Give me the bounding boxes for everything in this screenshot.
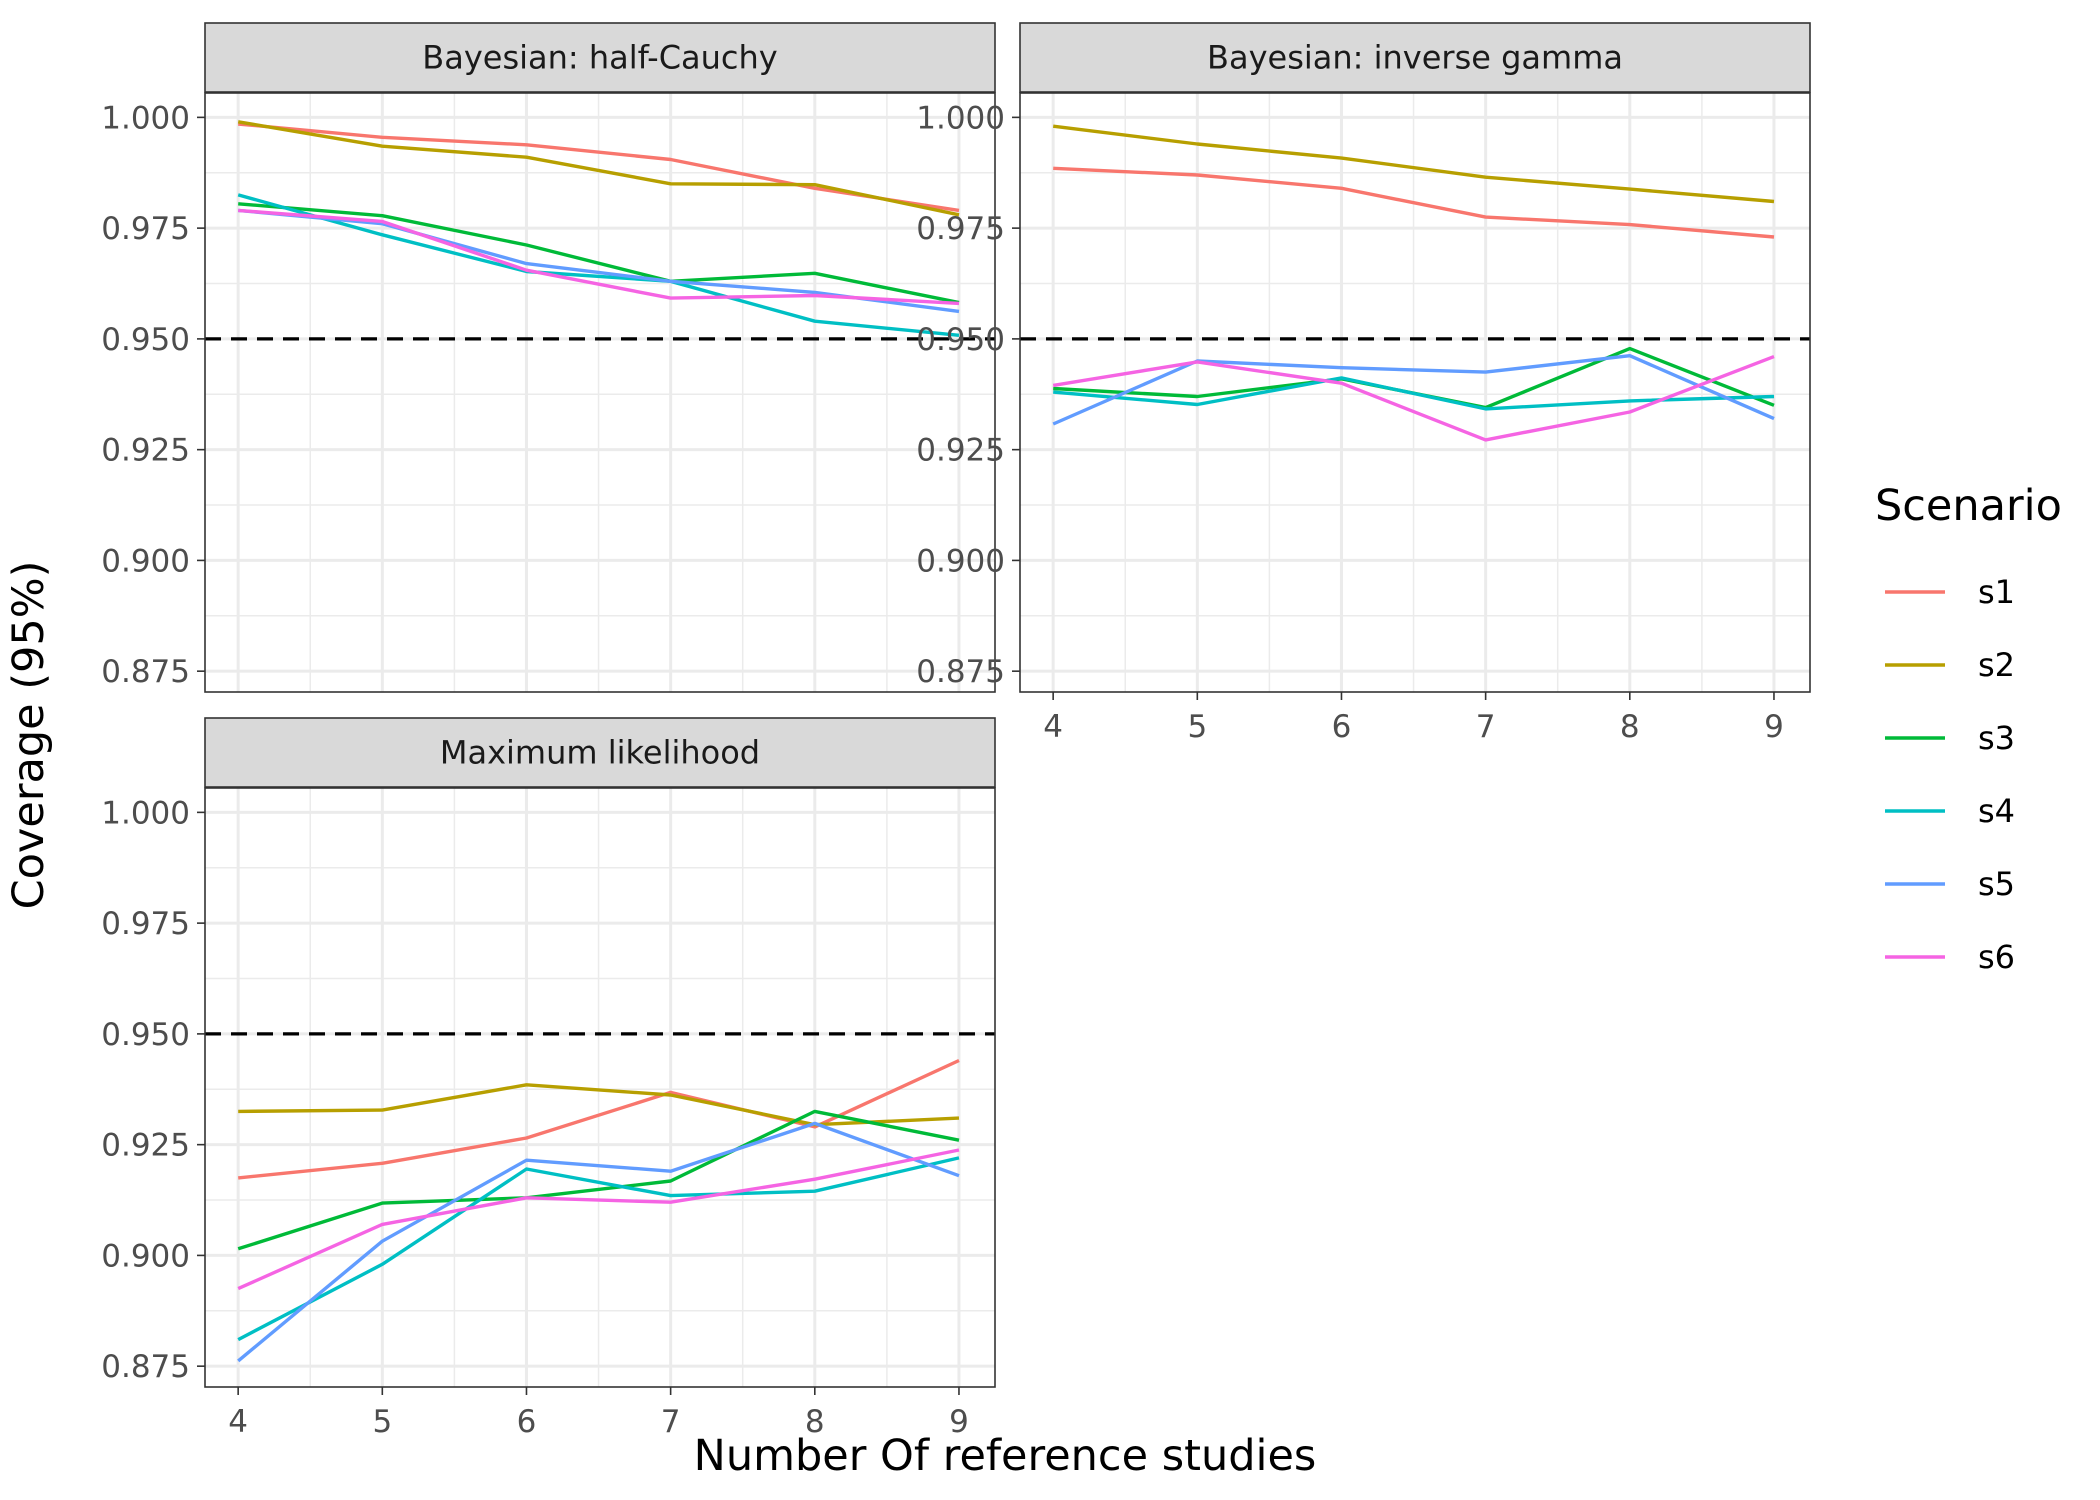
y-tick-label: 0.875	[101, 654, 190, 690]
y-tick-label: 0.975	[101, 211, 190, 247]
x-axis-title: Number Of reference studies	[694, 1431, 1317, 1481]
y-tick-label: 1.000	[101, 100, 190, 136]
x-tick-label: 4	[228, 1404, 248, 1440]
panel-1: Bayesian: half-Cauchy 0.875 0.900 0.925 0.95…	[101, 22, 996, 693]
series-line-s6	[238, 208, 960, 306]
series-line-s2	[237, 120, 960, 217]
y-axis: 0.875 0.900 0.925 0.950 0.975 1.000	[101, 795, 205, 1385]
legend-item-s4: s4	[1885, 792, 2015, 830]
series-line-s3	[237, 1109, 960, 1251]
panel-title: Bayesian: inverse gamma	[1207, 39, 1623, 77]
legend-label-s1: s1	[1978, 573, 2015, 611]
y-tick-label: 0.925	[916, 433, 1005, 469]
series-line-s2	[238, 1083, 960, 1127]
panel-strip	[1019, 22, 1811, 93]
series-group	[237, 120, 960, 337]
y-tick-label: 1.000	[101, 795, 190, 831]
panel-background	[205, 93, 995, 692]
x-tick-label: 7	[1476, 709, 1496, 745]
series-line-s2	[1052, 124, 1775, 204]
y-tick-label: 0.925	[101, 1128, 190, 1164]
panel-title: Bayesian: half-Cauchy	[422, 39, 777, 77]
panel-title: Maximum likelihood	[440, 734, 760, 772]
y-tick-label: 0.950	[101, 1017, 190, 1053]
x-tick-label: 5	[1187, 709, 1207, 745]
panel-strip	[204, 22, 996, 93]
legend: s1 s2 s3 s4 s5 s6	[1885, 573, 2015, 976]
series-line-s6	[1052, 355, 1775, 442]
legend-label-s4: s4	[1978, 792, 2015, 830]
y-tick-label: 0.975	[916, 211, 1005, 247]
legend-label-s3: s3	[1978, 719, 2015, 757]
panel-border	[204, 787, 996, 1388]
legend-item-s1: s1	[1885, 573, 2015, 611]
legend-label-s5: s5	[1978, 865, 2015, 903]
x-tick-label: 8	[1620, 709, 1640, 745]
y-tick-label: 0.875	[916, 654, 1005, 690]
series-group	[237, 1058, 960, 1363]
legend-title: Scenario	[1875, 481, 2062, 531]
y-tick-label: 0.900	[916, 543, 1005, 579]
legend-item-s6: s6	[1885, 938, 2015, 976]
y-tick-label: 1.000	[916, 100, 1005, 136]
legend-item-s2: s2	[1885, 646, 2015, 684]
series-line-s4	[237, 1156, 960, 1342]
y-axis-title: Coverage (95%)	[4, 561, 54, 910]
panel-background	[205, 788, 995, 1387]
x-tick-label: 6	[1332, 709, 1352, 745]
legend-label-s2: s2	[1978, 646, 2015, 684]
x-axis: 4 5 6 7 8 9	[1043, 692, 1784, 745]
y-tick-label: 0.925	[101, 433, 190, 469]
x-axis: 4 5 6 7 8 9	[228, 1387, 969, 1440]
series-line-s4	[237, 193, 960, 337]
panel-border	[204, 92, 996, 693]
y-tick-label: 0.875	[101, 1349, 190, 1385]
y-tick-label: 0.900	[101, 1238, 190, 1274]
series-line-s5	[1052, 354, 1775, 426]
x-tick-label: 7	[661, 1404, 681, 1440]
x-tick-label: 5	[372, 1404, 392, 1440]
y-tick-label: 0.975	[101, 906, 190, 942]
x-tick-label: 8	[805, 1404, 825, 1440]
x-tick-label: 9	[949, 1404, 969, 1440]
y-tick-label: 0.900	[101, 543, 190, 579]
legend-item-s5: s5	[1885, 865, 2015, 903]
series-line-s6	[237, 1148, 960, 1291]
panel-3: Maximum likelihood0.8750.9000.9250.9500.…	[101, 717, 996, 1440]
legend-item-s3: s3	[1885, 719, 2015, 757]
panel-border	[1019, 92, 1811, 693]
panels: Bayesian: half-Cauchy 0.875 0.900 0.925 0.95…	[101, 22, 1811, 1440]
gridlines	[205, 93, 995, 692]
panel-2: Bayesian: inverse gamma0.8750.9000.9250.…	[916, 22, 1811, 745]
series-group	[1052, 124, 1775, 442]
y-tick-label: 0.950	[916, 322, 1005, 358]
series-line-s5	[237, 1121, 960, 1363]
x-tick-label: 9	[1764, 709, 1784, 745]
x-tick-label: 6	[517, 1404, 537, 1440]
y-tick-label: 0.950	[101, 322, 190, 358]
y-axis: 0.875 0.900 0.925 0.950 0.975 1.000	[101, 100, 205, 690]
series-line-s4	[1053, 376, 1775, 411]
legend-label-s6: s6	[1978, 938, 2015, 976]
x-tick-label: 4	[1043, 709, 1063, 745]
panel-strip	[204, 717, 996, 788]
series-line-s1	[238, 122, 960, 213]
y-axis: 0.875 0.900 0.925 0.950 0.975 1.000	[916, 100, 1020, 690]
series-line-s3	[238, 202, 960, 305]
series-line-s1	[1053, 166, 1775, 239]
